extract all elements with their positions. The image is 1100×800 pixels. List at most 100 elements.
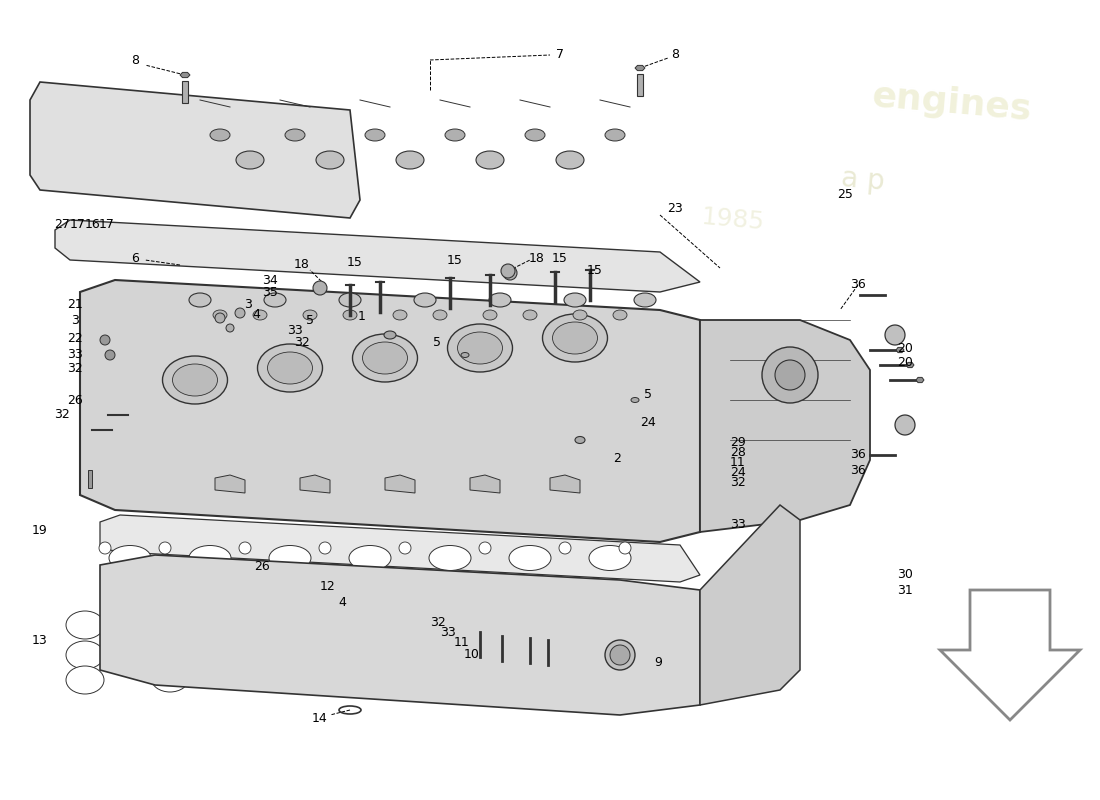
Text: 20: 20: [898, 357, 913, 370]
Circle shape: [319, 542, 331, 554]
Circle shape: [762, 347, 818, 403]
Polygon shape: [385, 475, 415, 493]
Text: 33: 33: [440, 626, 455, 639]
Circle shape: [776, 360, 805, 390]
Bar: [88, 470, 92, 488]
Ellipse shape: [433, 310, 447, 320]
Ellipse shape: [316, 151, 344, 169]
Text: 35: 35: [262, 286, 278, 299]
Ellipse shape: [236, 607, 274, 635]
Text: 30: 30: [898, 569, 913, 582]
Text: 4: 4: [338, 595, 345, 609]
Text: 15: 15: [348, 255, 363, 269]
Ellipse shape: [257, 344, 322, 392]
Circle shape: [100, 335, 110, 345]
Ellipse shape: [573, 310, 587, 320]
Text: 2: 2: [613, 451, 620, 465]
Text: 23: 23: [667, 202, 683, 214]
Text: 21: 21: [67, 298, 82, 311]
Ellipse shape: [363, 342, 407, 374]
Text: 33: 33: [730, 518, 746, 531]
Bar: [637, 74, 644, 96]
Text: 17: 17: [70, 218, 86, 231]
Circle shape: [160, 542, 170, 554]
Ellipse shape: [285, 129, 305, 141]
Text: 25: 25: [837, 189, 852, 202]
Ellipse shape: [236, 662, 274, 690]
Text: 17: 17: [99, 218, 114, 231]
Circle shape: [478, 542, 491, 554]
Ellipse shape: [446, 129, 465, 141]
Ellipse shape: [151, 639, 189, 667]
Text: 15: 15: [587, 263, 603, 277]
Text: 28: 28: [730, 446, 746, 458]
Polygon shape: [80, 280, 700, 542]
Polygon shape: [214, 475, 245, 493]
Ellipse shape: [414, 293, 436, 307]
Circle shape: [399, 542, 411, 554]
Ellipse shape: [66, 641, 104, 669]
Ellipse shape: [151, 664, 189, 692]
Ellipse shape: [396, 151, 424, 169]
Text: 19: 19: [32, 523, 48, 537]
Circle shape: [239, 542, 251, 554]
Text: 26: 26: [254, 561, 270, 574]
Polygon shape: [700, 320, 870, 532]
Text: 29: 29: [730, 435, 746, 449]
Ellipse shape: [522, 310, 537, 320]
Text: 32: 32: [67, 362, 82, 374]
Polygon shape: [906, 362, 914, 368]
Polygon shape: [100, 555, 700, 715]
Ellipse shape: [429, 546, 471, 570]
Ellipse shape: [490, 293, 512, 307]
Ellipse shape: [556, 151, 584, 169]
Ellipse shape: [66, 666, 104, 694]
Circle shape: [503, 266, 517, 280]
Text: 5: 5: [306, 314, 313, 326]
Text: 5: 5: [433, 335, 441, 349]
Circle shape: [99, 542, 111, 554]
Text: 14: 14: [312, 711, 328, 725]
Circle shape: [895, 415, 915, 435]
Ellipse shape: [236, 637, 274, 665]
Bar: [182, 81, 188, 103]
Text: 11: 11: [730, 455, 746, 469]
Text: 1985: 1985: [700, 206, 766, 235]
Text: 31: 31: [898, 583, 913, 597]
Ellipse shape: [343, 310, 358, 320]
Text: 26: 26: [67, 394, 82, 406]
Text: 36: 36: [850, 463, 866, 477]
Ellipse shape: [109, 546, 151, 570]
Text: 24: 24: [640, 415, 656, 429]
Text: engines: engines: [870, 79, 1033, 127]
Ellipse shape: [458, 332, 503, 364]
Text: 11: 11: [454, 637, 470, 650]
Text: 33: 33: [287, 323, 303, 337]
Ellipse shape: [189, 546, 231, 570]
Text: 36: 36: [850, 449, 866, 462]
Text: 32: 32: [294, 335, 310, 349]
Ellipse shape: [189, 293, 211, 307]
Ellipse shape: [339, 293, 361, 307]
Polygon shape: [896, 347, 904, 353]
Text: 1: 1: [359, 310, 366, 322]
Circle shape: [619, 542, 631, 554]
Ellipse shape: [588, 546, 631, 570]
Polygon shape: [550, 475, 580, 493]
Text: 33: 33: [67, 349, 82, 362]
Text: 22: 22: [67, 331, 82, 345]
Text: 27: 27: [54, 218, 70, 231]
Circle shape: [214, 313, 225, 323]
Ellipse shape: [384, 331, 396, 339]
Polygon shape: [470, 475, 500, 493]
Text: 8: 8: [131, 54, 139, 66]
Ellipse shape: [631, 398, 639, 402]
Ellipse shape: [552, 322, 597, 354]
Ellipse shape: [349, 546, 390, 570]
Ellipse shape: [210, 129, 230, 141]
Polygon shape: [180, 72, 190, 78]
Polygon shape: [300, 475, 330, 493]
Ellipse shape: [509, 546, 551, 570]
Ellipse shape: [253, 310, 267, 320]
Ellipse shape: [525, 129, 544, 141]
